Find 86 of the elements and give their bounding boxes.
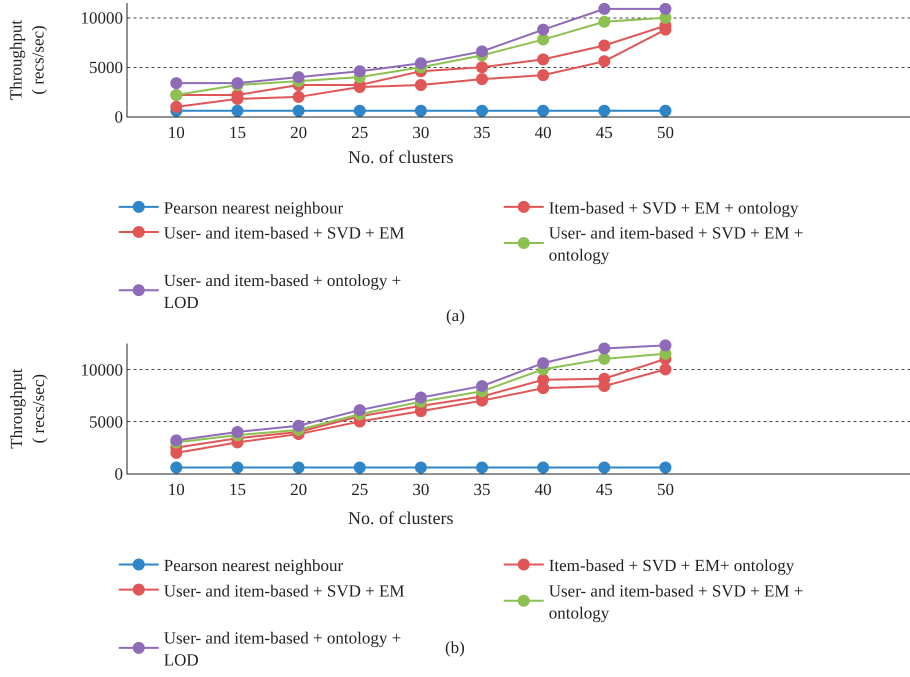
y-axis-title: Throughput ( recs/sec) xyxy=(6,20,48,100)
x-tick-label: 35 xyxy=(474,480,491,500)
point xyxy=(598,352,610,365)
x-tick-label: 40 xyxy=(534,480,552,500)
legend-label: Pearson nearest neighbour xyxy=(164,198,344,218)
point xyxy=(476,61,488,74)
point xyxy=(354,461,366,474)
point xyxy=(598,55,610,68)
x-tick-label: 50 xyxy=(656,480,674,500)
point xyxy=(170,461,182,474)
point xyxy=(354,65,366,78)
point xyxy=(414,461,427,474)
x-tick-label: 40 xyxy=(534,123,552,142)
text: (a) xyxy=(446,306,465,325)
x-tick-label: 15 xyxy=(228,480,246,500)
point xyxy=(598,104,610,117)
point xyxy=(598,16,610,28)
point xyxy=(354,404,366,416)
point xyxy=(231,104,244,117)
point xyxy=(476,104,488,117)
x-tick-label: 20 xyxy=(290,123,308,142)
point xyxy=(598,39,610,52)
legend-label: User- and item-based + SVD + EM xyxy=(164,224,404,243)
point xyxy=(231,461,244,474)
legend-label: User- and item-based + ontology + LOD xyxy=(164,270,402,312)
x-tick-label: 45 xyxy=(596,123,613,142)
point xyxy=(170,100,182,113)
point xyxy=(414,392,427,404)
legend-label: User- and item-based + SVD + EM + ontology xyxy=(548,581,804,622)
point xyxy=(537,357,550,370)
y-tick-label: 5000 xyxy=(89,58,123,78)
point xyxy=(537,53,550,66)
x-tick-label: 35 xyxy=(474,123,491,142)
point xyxy=(537,104,550,117)
point xyxy=(231,426,244,438)
x-axis-title: No. of clusters xyxy=(348,508,454,528)
x-tick-label: 10 xyxy=(168,123,185,142)
point xyxy=(414,79,427,92)
point xyxy=(292,461,305,474)
point xyxy=(414,57,427,70)
x-tick-label: 25 xyxy=(351,123,368,142)
point xyxy=(598,2,610,15)
x-tick-label: 20 xyxy=(290,480,308,500)
y-tick-label: 0 xyxy=(114,108,123,127)
x-tick-label: 15 xyxy=(228,123,246,142)
point xyxy=(170,77,182,90)
point xyxy=(292,90,305,103)
point xyxy=(598,461,610,474)
legend-label: User- and item-based + SVD + EM xyxy=(164,581,404,600)
y-tick-label: 10000 xyxy=(80,360,123,380)
point xyxy=(414,104,427,117)
y-tick-label: 0 xyxy=(114,464,123,484)
legend-label: Item-based + SVD + EM + ontology xyxy=(548,198,799,218)
legend-label: User- and item-based + SVD + EM + ontology xyxy=(548,224,804,265)
x-tick-label: 10 xyxy=(168,480,185,500)
point xyxy=(476,380,488,392)
point xyxy=(476,45,488,58)
point xyxy=(659,2,672,15)
point xyxy=(292,420,305,432)
x-tick-label: 45 xyxy=(596,480,613,500)
point xyxy=(537,34,550,46)
legend-label: User- and item-based + ontology + LOD xyxy=(164,628,402,670)
x-tick-label: 25 xyxy=(351,480,368,500)
point xyxy=(659,339,672,352)
point xyxy=(476,461,488,474)
y-tick-label: 10000 xyxy=(80,8,123,28)
x-tick-label: 30 xyxy=(412,123,430,142)
x-tick-label: 50 xyxy=(656,123,674,142)
point xyxy=(598,342,610,354)
point xyxy=(476,73,488,86)
point xyxy=(354,104,366,117)
legend-label: Pearson nearest neighbour xyxy=(164,556,344,576)
point xyxy=(292,104,305,117)
legend-label: Item-based + SVD + EM+ ontology xyxy=(548,556,795,576)
point xyxy=(659,363,672,376)
x-tick-label: 30 xyxy=(412,480,430,500)
point xyxy=(659,104,672,117)
point xyxy=(537,24,550,36)
y-axis-title: Throughput ( recs/sec) xyxy=(6,368,48,449)
text: (b) xyxy=(445,638,465,657)
x-axis-title: No. of clusters xyxy=(348,147,454,167)
point xyxy=(537,461,550,474)
point xyxy=(537,69,550,82)
y-tick-label: 5000 xyxy=(89,412,123,432)
point xyxy=(292,71,305,84)
point xyxy=(659,461,672,474)
